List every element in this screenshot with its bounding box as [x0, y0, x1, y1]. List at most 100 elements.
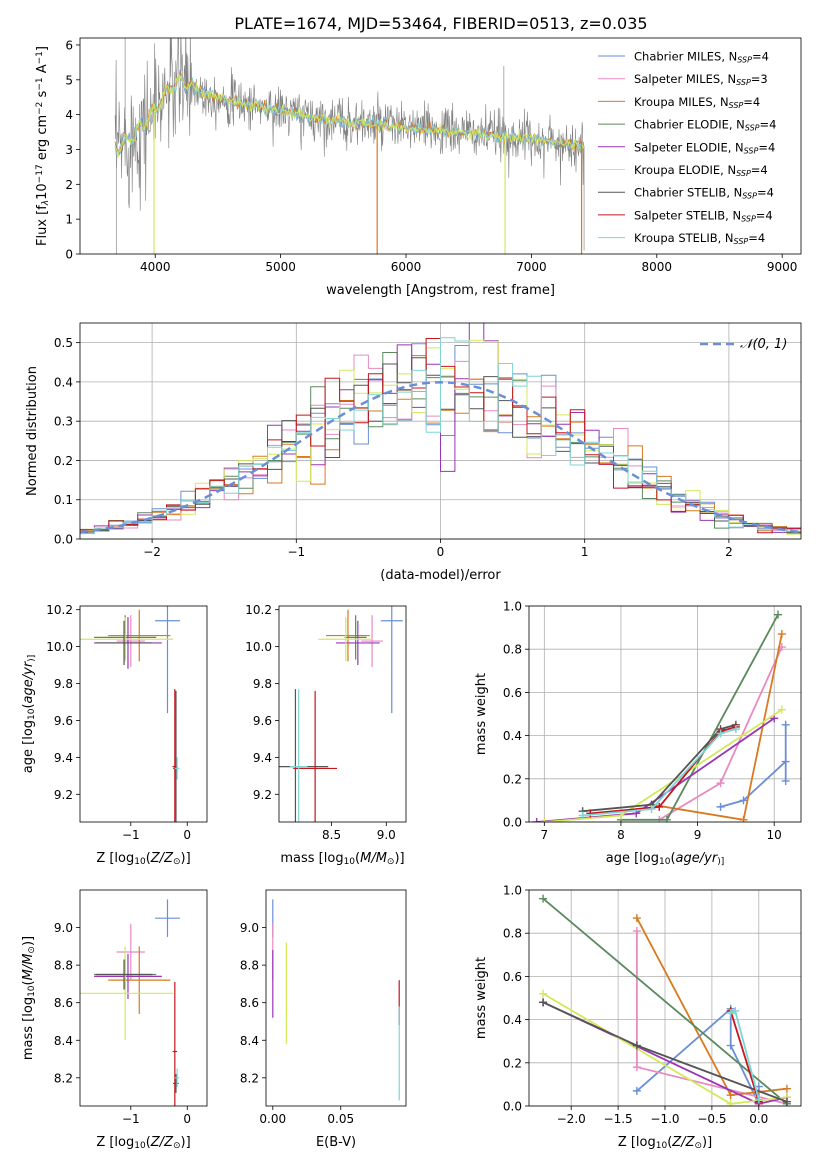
legend-label: Chabrier ELODIE, NSSP=4 — [634, 118, 776, 133]
mass-weight-marker — [716, 802, 725, 811]
plot-area — [539, 894, 791, 1106]
mass-weight-marker — [777, 705, 786, 714]
axes-mass_vs_ebv: 0.00 0.05 8.2 8.4 8.6 8.8 9.0 — [240, 889, 407, 1126]
mass-weight-line — [590, 726, 737, 815]
y-tick-label: 8.6 — [240, 996, 259, 1010]
y-tick-label: 1.0 — [503, 884, 522, 898]
mass-weight-marker — [731, 725, 740, 734]
legend-label: Chabrier MILES, NSSP=4 — [634, 50, 769, 65]
y-tick-label: 0.0 — [503, 816, 522, 830]
mass-weight-marker — [632, 1086, 641, 1095]
mass-weight-marker — [539, 894, 548, 903]
y-tick-label: 0.0 — [54, 533, 73, 547]
y-tick-label: 9.0 — [54, 921, 73, 935]
mass-weight-marker — [774, 610, 783, 619]
x-tick-label: 10 — [767, 828, 782, 842]
x-tick-label: 7 — [541, 828, 549, 842]
x-tick-label: −2 — [143, 545, 161, 559]
y-tick-label: 9.4 — [253, 751, 272, 765]
mass-weight-marker — [731, 1006, 740, 1015]
mass-weight-marker — [632, 1041, 641, 1050]
mass-weight-marker — [782, 1084, 791, 1093]
x-axis-label: (data-model)/error — [380, 568, 501, 583]
y-tick-label: 9.8 — [253, 677, 272, 691]
y-tick-label: 0.3 — [54, 415, 73, 429]
axes-frame — [79, 37, 802, 255]
mass-weight-marker — [781, 776, 790, 785]
mass-weight-line — [582, 723, 737, 813]
mass-weight-line — [582, 728, 737, 817]
axes-age_vs_Z: −1 0 9.2 9.4 9.6 9.8 10.0 10.2 — [46, 603, 208, 842]
mass-weight-line — [636, 1006, 760, 1105]
y-tick-label: 0.2 — [503, 772, 522, 786]
plot-area — [532, 610, 790, 822]
mass-weight-marker — [540, 818, 549, 822]
y-tick-label: 8.8 — [54, 959, 73, 973]
x-axis-label: E(B-V) — [316, 1135, 356, 1150]
y-tick-label: 8.6 — [54, 996, 73, 1010]
y-tick-label: 4 — [65, 108, 73, 122]
mass-weight-marker — [655, 802, 664, 811]
gaussian-curve — [80, 381, 799, 534]
legend: Chabrier MILES, NSSP=4 Salpeter MILES, NS… — [598, 50, 776, 246]
mass-weight-marker — [539, 989, 548, 998]
y-axis-label: mass weight — [474, 673, 489, 755]
mass-weight-marker — [632, 927, 641, 936]
x-tick-label: 7000 — [516, 260, 547, 274]
y-tick-label: 8.2 — [54, 1071, 73, 1085]
y-axis-label: Flux [fλ10−17 erg cm−2 s−1 A−1] — [35, 46, 51, 246]
x-axis-label: Z [log10(Z/Z⊙)] — [96, 1135, 190, 1151]
x-tick-label: 5000 — [265, 260, 296, 274]
mass-weight-marker — [726, 1091, 735, 1100]
legend-label: Kroupa STELIB, NSSP=4 — [634, 231, 765, 246]
y-tick-label: 9.2 — [54, 788, 73, 802]
y-tick-label: 10.0 — [46, 640, 73, 654]
axes-frame — [265, 889, 407, 1107]
axes-frame — [278, 605, 407, 823]
mass-weight-marker — [578, 811, 587, 820]
y-tick-label: 9.4 — [54, 751, 73, 765]
y-tick-label: 0.1 — [54, 493, 73, 507]
y-tick-label: 0.8 — [503, 643, 522, 657]
mass-weight-marker — [777, 630, 786, 639]
y-tick-label: 10.2 — [46, 603, 73, 617]
legend-label: Salpeter MILES, NSSP=3 — [634, 72, 768, 87]
x-tick-label: 1 — [581, 545, 589, 559]
x-tick-label: −1.5 — [604, 1112, 633, 1126]
x-tick-label: −1 — [122, 828, 140, 842]
x-tick-label: 2 — [725, 545, 733, 559]
y-tick-label: 9.8 — [54, 677, 73, 691]
mass-weight-marker — [726, 1009, 735, 1018]
mass-weight-line — [729, 1010, 760, 1102]
axes-age_vs_mass: 8.5 9.0 9.2 9.4 9.6 9.8 10.0 10.2 — [245, 603, 407, 842]
axes-spectrum: 4000 5000 6000 7000 8000 9000 0 1 2 3 4 5 6 — [65, 37, 802, 274]
y-tick-label: 2 — [65, 178, 73, 192]
y-tick-label: 10.2 — [245, 603, 272, 617]
axes-massweight_vs_Z: −2.0 −1.5 −1.0 −0.5 0.0 0.0 0.2 0.4 0.6 0.8 1.0 — [503, 884, 802, 1126]
x-tick-label: 9000 — [767, 260, 798, 274]
y-tick-label: 0.0 — [503, 1100, 522, 1114]
y-tick-label: 6 — [65, 38, 73, 52]
y-tick-label: 8.4 — [54, 1034, 73, 1048]
mass-weight-marker — [586, 809, 595, 818]
observed-spectrum-line — [114, 38, 585, 211]
x-tick-label: −2.0 — [557, 1112, 586, 1126]
mass-weight-marker — [632, 914, 641, 923]
x-tick-label: 0.00 — [259, 1112, 286, 1126]
x-tick-label: 4000 — [140, 260, 171, 274]
axes-frame — [79, 889, 208, 1107]
y-tick-label: 0 — [65, 248, 73, 262]
mass-weight-marker — [754, 1095, 763, 1104]
x-axis-label: mass [log10(M/M⊙)] — [280, 851, 404, 867]
axes-residual_hist: −2 −1 0 1 2 0.0 0.1 0.2 0.3 0.4 0.5 — [54, 322, 802, 559]
y-tick-label: 9.0 — [240, 921, 259, 935]
x-tick-label: −1 — [287, 545, 305, 559]
x-tick-label: 6000 — [391, 260, 422, 274]
x-axis-label: wavelength [Angstrom, rest frame] — [326, 283, 555, 298]
legend-label: Chabrier STELIB, NSSP=4 — [634, 186, 774, 201]
mass-weight-marker — [532, 818, 541, 822]
x-tick-label: 0 — [183, 828, 191, 842]
x-tick-label: 8000 — [642, 260, 673, 274]
y-tick-label: 3 — [65, 143, 73, 157]
y-tick-label: 8.4 — [240, 1034, 259, 1048]
